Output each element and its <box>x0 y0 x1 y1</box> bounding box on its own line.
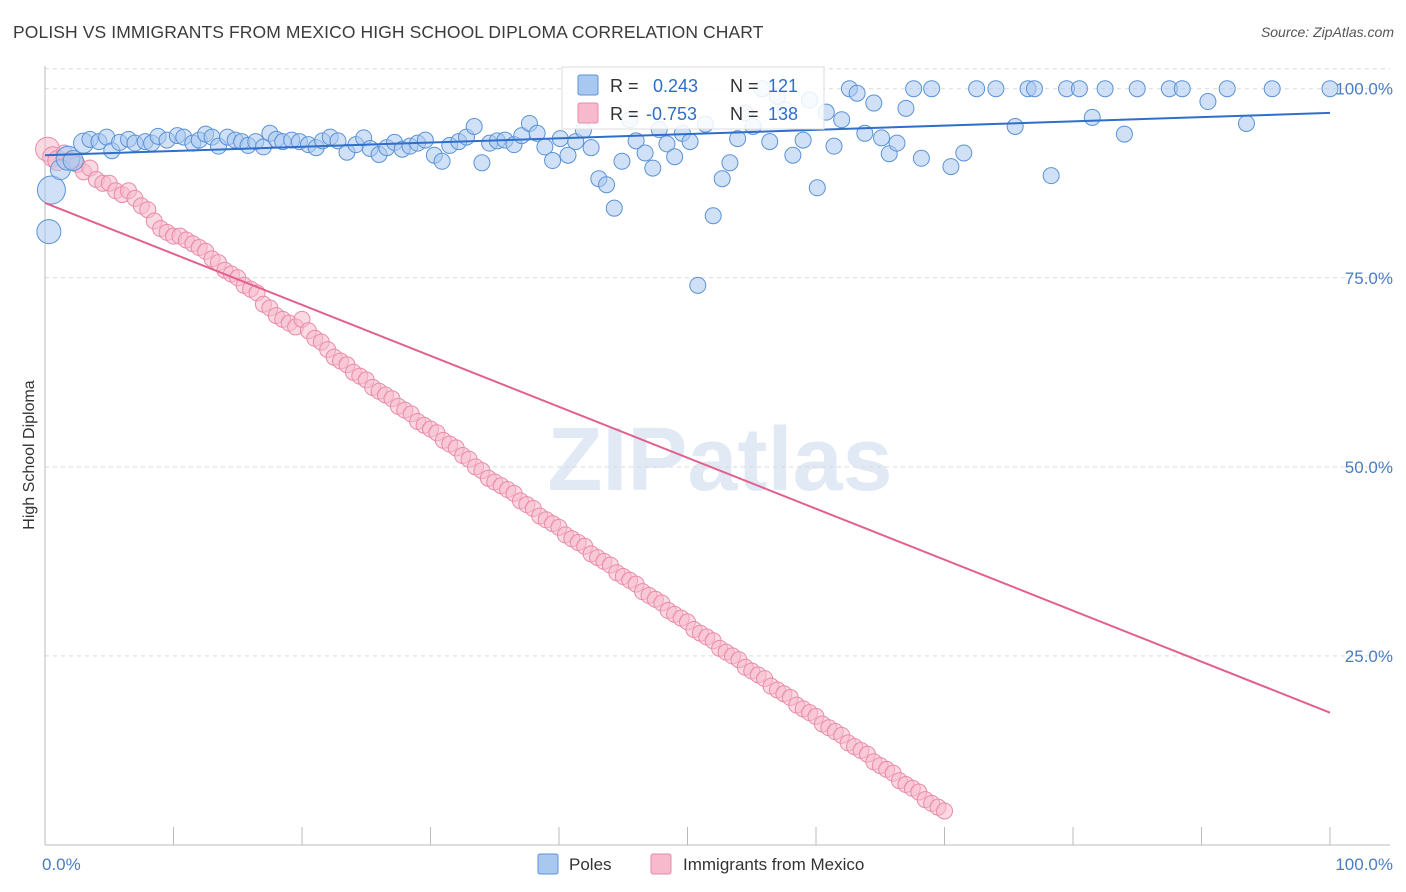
stats-r-label-poles: R = <box>610 76 639 96</box>
poles-point <box>912 149 930 167</box>
x-tick-label: 100.0% <box>1335 855 1393 874</box>
poles-point <box>848 84 866 102</box>
poles-point <box>888 134 906 152</box>
gridlines <box>45 68 1390 657</box>
poles-point <box>689 276 707 294</box>
poles-point <box>1070 80 1088 98</box>
poles-point <box>1115 125 1133 143</box>
poles-point <box>794 131 812 149</box>
poles-point <box>666 148 684 166</box>
source-label: Source: ZipAtlas.com <box>1260 24 1394 40</box>
poles-point <box>721 154 739 172</box>
stats-r-value-mexico: -0.753 <box>646 104 697 124</box>
poles-point <box>1263 80 1281 98</box>
poles-point <box>1025 80 1043 98</box>
poles-point <box>704 207 722 225</box>
poles-point <box>1096 80 1114 98</box>
poles-point <box>987 80 1005 98</box>
poles-point <box>605 199 623 217</box>
poles-point <box>955 144 973 162</box>
y-tick-label: 100.0% <box>1335 80 1393 99</box>
poles-point <box>1006 118 1024 136</box>
x-tick-label: 0.0% <box>42 855 81 874</box>
series-legend: Poles Immigrants from Mexico <box>537 853 864 875</box>
poles-point <box>761 133 779 151</box>
stats-r-label-mexico: R = <box>610 104 639 124</box>
stats-n-value-mexico: 138 <box>768 104 798 124</box>
poles-point <box>528 124 546 142</box>
poles-point <box>681 133 699 151</box>
poles-point <box>873 129 891 147</box>
stats-swatch-poles <box>577 74 599 96</box>
poles-point <box>923 80 941 98</box>
poles-point <box>897 99 915 117</box>
poles-point <box>1173 80 1191 98</box>
watermark: ZIPatlas <box>547 410 892 510</box>
poles-point <box>1218 80 1236 98</box>
poles-point <box>36 175 66 205</box>
poles-point <box>729 130 747 148</box>
poles-point <box>613 152 631 170</box>
stats-legend: R = 0.243 N = 121 R = -0.753 N = 138 <box>561 66 825 130</box>
mexico-point <box>936 802 953 820</box>
poles-point <box>808 179 826 197</box>
poles-point <box>559 146 577 164</box>
poles-point <box>784 146 802 164</box>
poles-trend-line <box>44 111 1331 157</box>
tick-labels: 25.0% 50.0% 75.0% 100.0% 0.0% 100.0% <box>42 80 1393 874</box>
poles-point <box>433 152 451 170</box>
stats-n-value-poles: 121 <box>768 76 798 96</box>
poles-point <box>598 176 616 194</box>
poles-point <box>36 219 62 245</box>
poles-point <box>865 94 883 112</box>
poles-point <box>905 80 923 98</box>
y-tick-label: 75.0% <box>1345 269 1393 288</box>
poles-point <box>1083 108 1101 126</box>
poles-point <box>1237 114 1255 132</box>
stats-n-label-poles: N = <box>730 76 759 96</box>
stats-r-value-poles: 0.243 <box>653 76 698 96</box>
poles-point <box>833 111 851 129</box>
poles-point <box>582 139 600 157</box>
poles-point <box>473 154 491 172</box>
poles-point <box>1321 80 1339 98</box>
poles-point <box>416 131 434 149</box>
poles-point <box>636 144 654 162</box>
y-tick-label: 25.0% <box>1345 647 1393 666</box>
poles-point <box>658 135 676 153</box>
legend-label-mexico[interactable]: Immigrants from Mexico <box>683 855 864 874</box>
poles-point <box>942 158 960 176</box>
poles-point <box>968 80 986 98</box>
poles-point <box>1128 80 1146 98</box>
poles-point <box>1199 93 1217 111</box>
poles-point <box>644 159 662 177</box>
stats-n-label-mexico: N = <box>730 104 759 124</box>
poles-point <box>544 152 562 170</box>
poles-point <box>713 170 731 188</box>
poles-point <box>825 137 843 155</box>
y-axis-title: High School Diploma <box>21 380 38 530</box>
chart-title: POLISH VS IMMIGRANTS FROM MEXICO HIGH SC… <box>13 22 764 42</box>
stats-swatch-mexico <box>577 102 599 124</box>
trend-lines <box>44 111 1331 714</box>
legend-swatch-poles[interactable] <box>537 853 559 875</box>
legend-label-poles[interactable]: Poles <box>569 855 612 874</box>
poles-point <box>62 150 84 172</box>
legend-swatch-mexico[interactable] <box>650 853 672 875</box>
poles-point <box>465 118 483 136</box>
y-tick-label: 50.0% <box>1345 458 1393 477</box>
poles-point <box>1042 167 1060 185</box>
mexico-trend-line <box>44 201 1331 714</box>
